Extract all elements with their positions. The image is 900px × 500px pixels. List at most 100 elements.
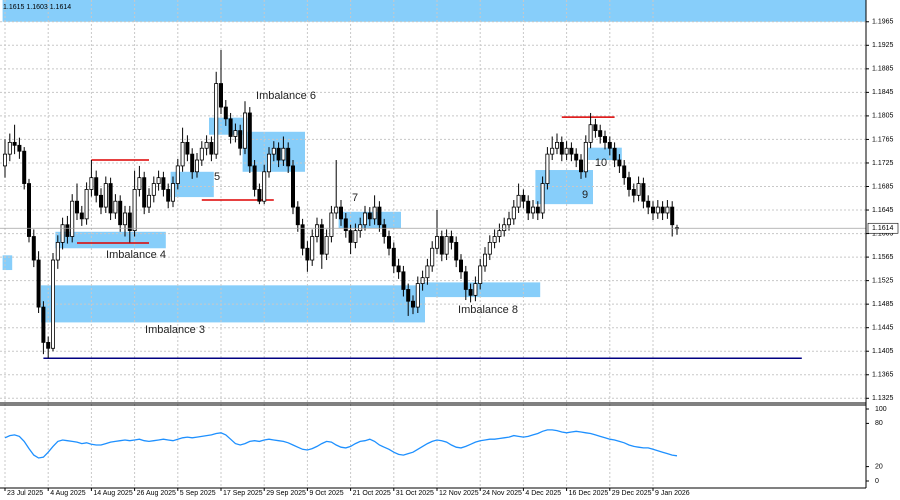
x-tick-label: 31 Oct 2025: [396, 490, 434, 497]
candle-body: [655, 206, 660, 214]
candle-body: [214, 83, 219, 155]
candle-body: [329, 212, 334, 237]
candle-body: [218, 83, 223, 108]
candle-body: [113, 200, 118, 214]
candle-body: [449, 236, 454, 243]
candle-body: [142, 177, 147, 208]
candle-body: [238, 130, 243, 149]
candle-body: [51, 259, 56, 349]
x-tick-label: 4 Aug 2025: [50, 490, 86, 497]
y-tick-label: 0: [875, 478, 879, 485]
candle-body: [458, 259, 463, 273]
candle-body: [180, 141, 185, 167]
candle-body: [598, 130, 603, 137]
imbalance-zone: [55, 231, 166, 249]
candle-body: [492, 236, 497, 243]
y-tick-label: 1.1325: [872, 395, 894, 402]
candle-body: [401, 271, 406, 290]
x-tick-label: 24 Nov 2025: [482, 490, 522, 497]
y-tick-label: 1.1885: [872, 66, 894, 73]
y-tick-label: 1.1805: [872, 113, 894, 120]
candle-body: [36, 259, 41, 308]
candle-body: [55, 241, 60, 261]
candle-body: [430, 247, 435, 267]
candle-body: [228, 118, 233, 137]
y-tick-label: 1.1405: [872, 348, 894, 355]
candle-body: [247, 112, 252, 167]
candle-body: [314, 224, 319, 237]
y-tick-label: 100: [875, 406, 887, 413]
y-tick-label: 1.1365: [872, 372, 894, 379]
x-tick-label: 5 Sep 2025: [180, 490, 216, 497]
candle-body: [521, 194, 526, 202]
candle-body: [646, 200, 651, 208]
candle-body: [564, 147, 569, 155]
candle-body: [377, 206, 382, 226]
candle-body: [223, 106, 228, 120]
candle-body: [559, 141, 564, 155]
candle-body: [26, 183, 31, 237]
candle-body: [579, 159, 584, 173]
candle-body: [271, 147, 276, 155]
candle-body: [367, 212, 372, 220]
candle-body: [137, 177, 142, 190]
candle-body: [391, 247, 396, 267]
candle-body: [65, 224, 70, 237]
candle-body: [252, 165, 257, 190]
candle-body: [382, 224, 387, 237]
candle-body: [627, 177, 632, 190]
candle-body: [362, 212, 367, 226]
candle-body: [531, 206, 536, 214]
x-tick-label: 12 Nov 2025: [439, 490, 479, 497]
x-tick-label: 23 Jul 2025: [7, 490, 43, 497]
x-tick-label: 9 Jan 2026: [655, 490, 690, 497]
candle-body: [545, 153, 550, 184]
candle-body: [290, 165, 295, 208]
current-price-box: [867, 222, 899, 234]
candle-body: [636, 183, 641, 196]
candle-body: [204, 141, 209, 149]
candle-body: [482, 253, 487, 267]
candle-body: [506, 218, 511, 226]
x-tick-label: 29 Dec 2025: [612, 490, 652, 497]
candle-body: [511, 206, 516, 220]
candle-body: [665, 206, 670, 214]
candle-body: [262, 171, 267, 202]
y-tick-label: 1.1925: [872, 42, 894, 49]
candle-body: [94, 177, 99, 196]
candle-body: [607, 141, 612, 149]
candle-body: [127, 212, 132, 232]
candle-body: [574, 153, 579, 161]
candle-body: [84, 189, 89, 220]
candle-body: [410, 300, 415, 308]
candle-body: [190, 153, 195, 173]
candle-body: [89, 177, 94, 190]
candle-body: [146, 194, 151, 208]
candle-body: [295, 206, 300, 226]
candle-body: [468, 289, 473, 296]
candle-body: [439, 236, 444, 255]
candle-body: [372, 206, 377, 220]
marks: [0, 50, 866, 459]
candle-body: [526, 200, 531, 214]
y-tick-label: 1.1605: [872, 230, 894, 237]
x-tick-label: 14 Aug 2025: [93, 490, 132, 497]
y-tick-label: 1.1845: [872, 89, 894, 96]
y-tick-label: 1.1445: [872, 325, 894, 332]
candle-body: [502, 224, 507, 232]
zone-label: Imbalance 3: [145, 324, 205, 336]
candle-body: [593, 124, 598, 132]
candle-body: [497, 230, 502, 237]
x-tick-label: 17 Sep 2025: [223, 490, 263, 497]
imbalance-zone: [209, 117, 248, 135]
candle-body: [12, 141, 17, 146]
candle-body: [406, 289, 411, 302]
x-tick-label: 29 Sep 2025: [266, 490, 306, 497]
candle-body: [555, 141, 560, 149]
grid: [0, 0, 869, 491]
candle-body: [70, 200, 75, 237]
candle-body: [396, 265, 401, 273]
candle-body: [242, 112, 247, 149]
candle-body: [588, 124, 593, 143]
